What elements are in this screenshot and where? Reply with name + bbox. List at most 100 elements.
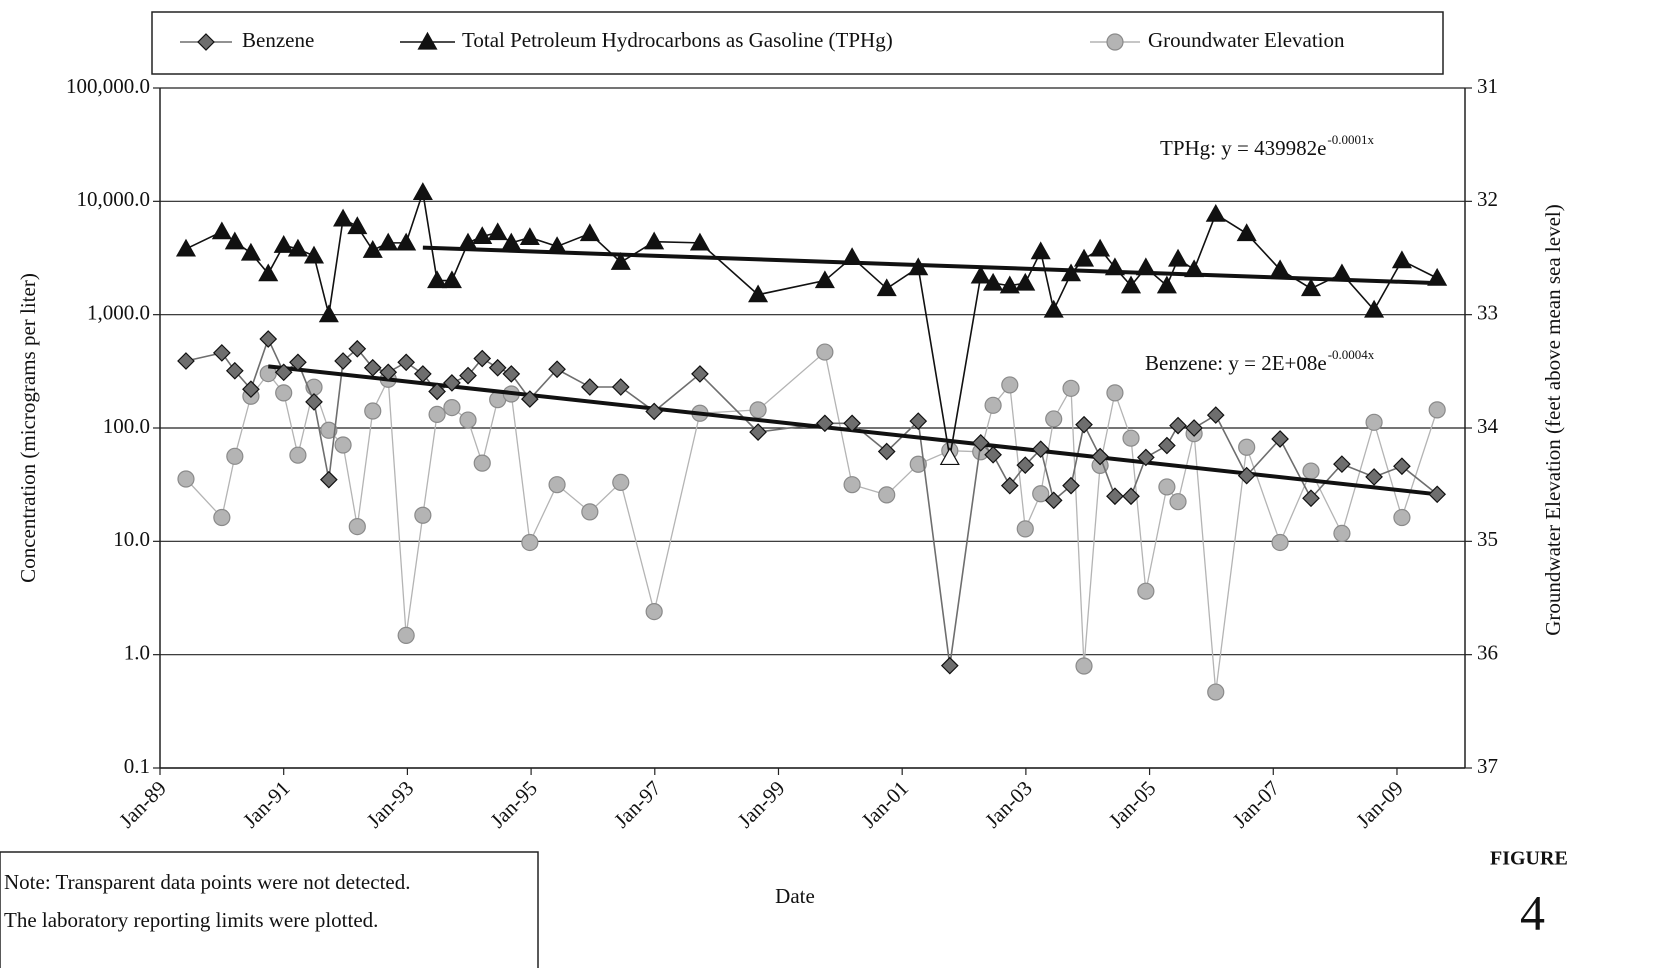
marker [548,360,566,379]
marker [428,405,446,423]
x-tick-label: Jan-89 [114,776,171,833]
marker [459,411,477,429]
marker [443,399,461,417]
marker [1156,275,1177,294]
marker [258,263,279,282]
marker [274,363,293,382]
marker [580,378,599,396]
marker [1075,415,1093,434]
marker [842,247,863,266]
marker [1393,457,1411,476]
marker [414,506,432,524]
marker [984,445,1002,464]
x-tick-label: Jan-95 [485,776,542,833]
x-tick-label: Jan-97 [609,776,666,833]
x-tick-label: Jan-01 [857,776,914,833]
marker [1302,462,1320,480]
marker [749,401,767,419]
marker [1206,406,1225,424]
marker [1015,272,1036,291]
marker [1073,248,1095,267]
marker [396,232,417,251]
marker [971,433,990,452]
marker [908,257,929,276]
marker [611,378,630,396]
y2-tick-label: 32 [1477,187,1498,211]
figure-label: FIGURE [1490,848,1568,870]
y-tick-label: 0.1 [124,754,150,778]
marker [1104,257,1125,276]
marker [1184,259,1205,278]
marker [473,349,492,368]
marker [334,436,352,454]
marker [320,421,338,439]
marker [226,447,244,465]
marker [427,270,448,289]
legend-label: Total Petroleum Hydrocarbons as Gasoline… [462,28,893,52]
marker [1207,683,1225,701]
y2-tick-label: 34 [1477,414,1499,438]
note-line: The laboratory reporting limits were plo… [4,908,378,932]
marker [1271,533,1289,552]
marker [1032,485,1050,503]
y2-tick-label: 35 [1477,527,1498,551]
marker [909,455,927,473]
marker [1427,267,1448,286]
marker [1000,476,1019,495]
marker [177,352,195,370]
marker [1391,250,1412,269]
marker [1428,401,1446,419]
y2-tick-label: 33 [1477,300,1498,324]
marker [1062,379,1080,397]
marker [645,602,663,621]
figure-number: 4 [1520,884,1545,940]
marker [519,227,540,246]
marker [1271,430,1289,448]
marker [333,208,354,227]
marker [816,414,834,433]
marker [378,232,399,251]
trend-equation: Benzene: y = 2E+08e [1145,351,1327,375]
legend-label: Benzene [242,28,314,52]
marker [644,231,665,250]
marker [940,656,959,675]
marker [1393,508,1411,527]
series-line [185,336,1438,666]
marker [1238,438,1256,456]
x-tick-label: Jan-91 [238,776,295,833]
marker [1333,524,1351,543]
marker [240,242,261,261]
marker [548,476,566,494]
marker [1365,413,1383,431]
marker [443,374,461,392]
marker [428,382,446,401]
marker [397,626,415,645]
marker [1122,429,1140,447]
y2-tick-label: 36 [1477,640,1498,664]
marker [472,226,493,245]
marker [878,486,896,504]
marker [1169,416,1187,435]
note-line: Note: Transparent data points were not d… [4,870,410,894]
x-tick-label: Jan-07 [1228,776,1285,833]
marker [1106,33,1124,51]
y-tick-label: 1.0 [124,640,150,664]
marker [1270,259,1291,278]
marker [521,533,539,552]
marker [211,221,232,240]
marker [363,358,382,377]
marker [212,344,231,362]
marker [1043,299,1064,318]
marker [487,222,508,241]
marker [348,339,367,358]
marker [1031,440,1050,459]
marker [414,365,432,383]
marker [877,442,896,461]
marker [1137,582,1155,600]
marker [1300,278,1322,297]
marker [502,365,521,383]
marker [1364,299,1385,318]
marker [843,476,861,494]
marker [1302,489,1320,508]
marker [362,240,383,258]
